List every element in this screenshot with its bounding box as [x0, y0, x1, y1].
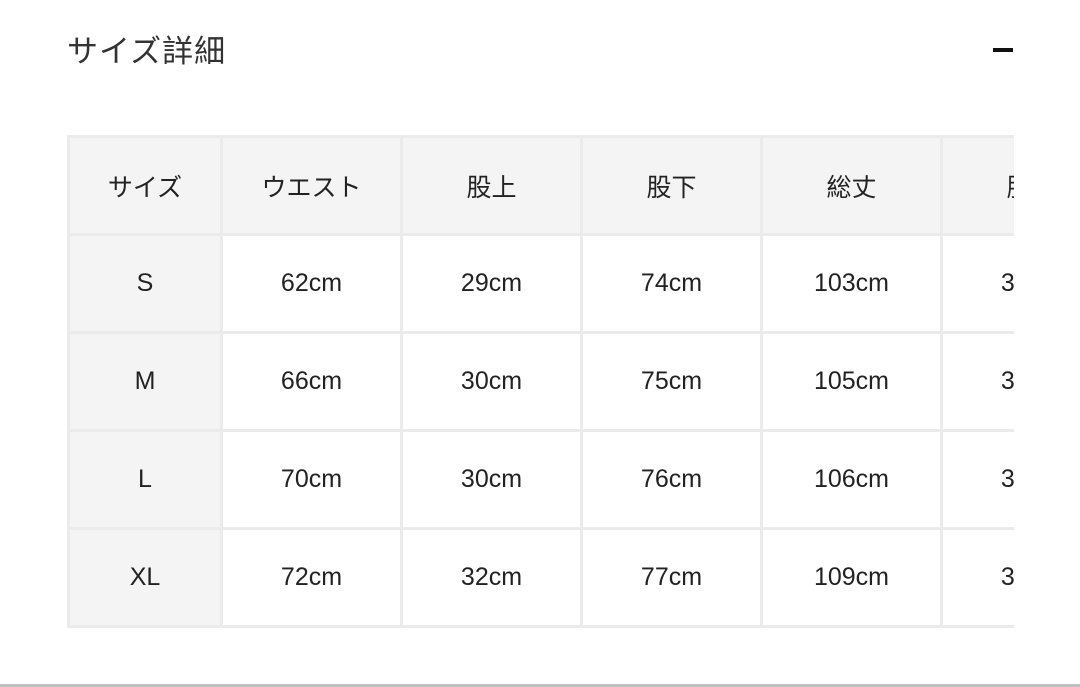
- table-cell: 30cm: [400, 429, 583, 530]
- table-cell: 29cm: [400, 233, 583, 334]
- table-cell: 72cm: [220, 527, 403, 628]
- table-row: XL72cm32cm77cm109cm35cm: [67, 527, 1014, 628]
- table-row: M66cm30cm75cm105cm34cm: [67, 331, 1014, 432]
- table-cell: 70cm: [220, 429, 403, 530]
- table-cell: 30cm: [400, 331, 583, 432]
- table-cell: 32cm: [400, 527, 583, 628]
- column-header: 総丈: [760, 135, 943, 236]
- size-table-scroll[interactable]: サイズウエスト股上股下総丈股幅 S62cm29cm74cm103cm32cmM6…: [67, 135, 1014, 645]
- table-cell: 105cm: [760, 331, 943, 432]
- table-cell: 106cm: [760, 429, 943, 530]
- size-label: XL: [67, 527, 223, 628]
- table-cell: 103cm: [760, 233, 943, 334]
- section-title: サイズ詳細: [67, 34, 227, 70]
- size-table: サイズウエスト股上股下総丈股幅 S62cm29cm74cm103cm32cmM6…: [67, 135, 1014, 628]
- table-cell: 34cm: [940, 331, 1014, 432]
- column-header: 股下: [580, 135, 763, 236]
- table-header-row: サイズウエスト股上股下総丈股幅: [67, 135, 1014, 236]
- column-header: 股上: [400, 135, 583, 236]
- column-header: サイズ: [67, 135, 223, 236]
- table-row: L70cm30cm76cm106cm36cm: [67, 429, 1014, 530]
- column-header: 股幅: [940, 135, 1014, 236]
- table-row: S62cm29cm74cm103cm32cm: [67, 233, 1014, 334]
- size-label: L: [67, 429, 223, 530]
- table-cell: 35cm: [940, 527, 1014, 628]
- table-cell: 75cm: [580, 331, 763, 432]
- table-cell: 36cm: [940, 429, 1014, 530]
- collapse-button[interactable]: [990, 40, 1016, 60]
- table-cell: 74cm: [580, 233, 763, 334]
- table-cell: 62cm: [220, 233, 403, 334]
- table-cell: 77cm: [580, 527, 763, 628]
- table-cell: 66cm: [220, 331, 403, 432]
- table-cell: 76cm: [580, 429, 763, 530]
- divider: [0, 684, 1080, 687]
- column-header: ウエスト: [220, 135, 403, 236]
- size-label: M: [67, 331, 223, 432]
- table-cell: 32cm: [940, 233, 1014, 334]
- size-label: S: [67, 233, 223, 334]
- minus-icon: [993, 48, 1013, 52]
- table-cell: 109cm: [760, 527, 943, 628]
